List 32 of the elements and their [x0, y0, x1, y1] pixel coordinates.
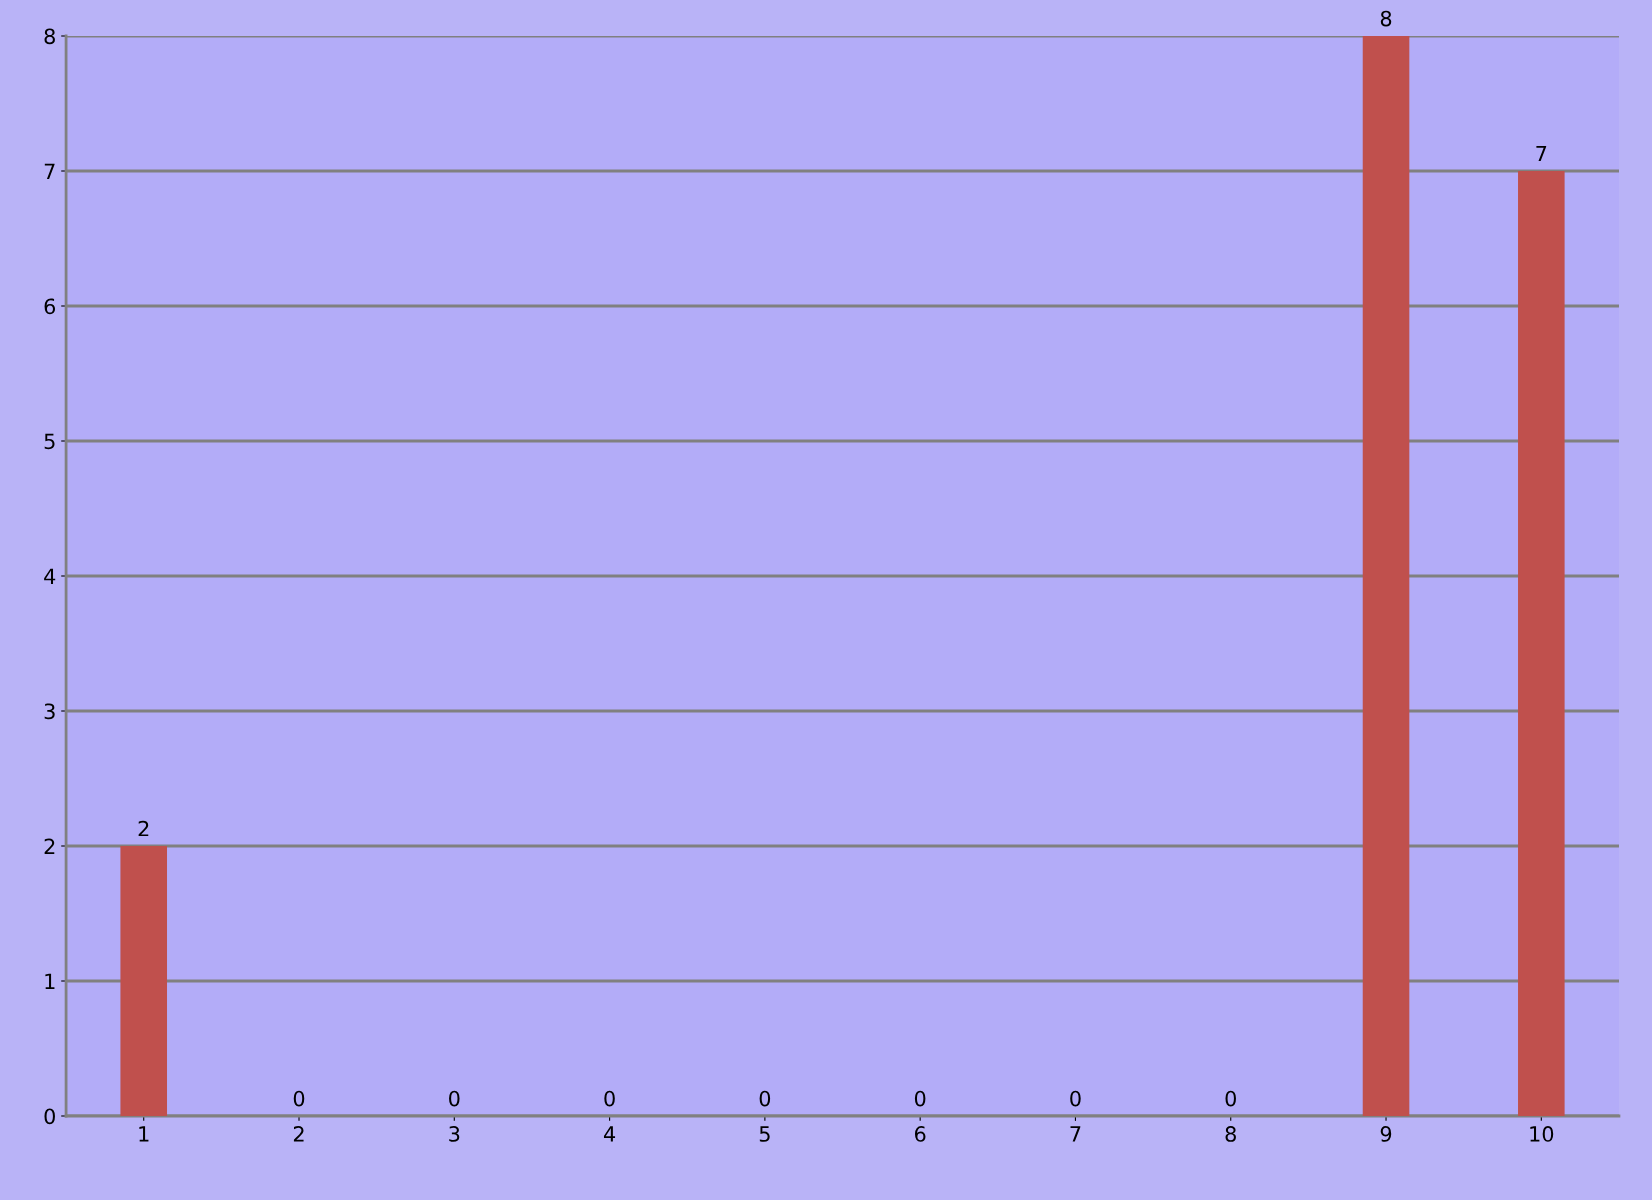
data-label: 7: [1536, 145, 1547, 162]
data-label: 0: [759, 1090, 771, 1107]
data-label: 0: [604, 1090, 615, 1107]
bar: [1362, 36, 1410, 1116]
y-tick-label: 5: [44, 433, 55, 450]
x-tick-label: 5: [759, 1126, 770, 1142]
y-tick-label: 4: [44, 568, 56, 584]
y-tick-label: 1: [45, 973, 55, 989]
y-tick-label: 3: [44, 703, 55, 720]
x-tick-label: 4: [603, 1126, 616, 1142]
data-label: 0: [1225, 1090, 1236, 1107]
bar: [120, 846, 168, 1116]
y-tick-label: 7: [44, 163, 55, 179]
y-tick-label: 2: [44, 838, 55, 854]
x-tick-label: 2: [293, 1126, 304, 1142]
y-tick-label: 6: [44, 298, 56, 315]
x-tick-label: 10: [1530, 1126, 1554, 1142]
data-label: 0: [293, 1090, 305, 1107]
x-tick-label: 7: [1070, 1126, 1081, 1142]
data-label: 0: [1070, 1090, 1081, 1107]
y-tick-label: 8: [44, 28, 55, 45]
data-label: 2: [138, 820, 149, 837]
x-tick-label: 9: [1380, 1126, 1392, 1142]
data-label: 8: [1380, 10, 1392, 27]
y-tick-label: 0: [44, 1108, 55, 1125]
data-label: 0: [914, 1090, 926, 1107]
x-tick-label: 3: [449, 1126, 460, 1142]
x-tick-label: 6: [914, 1126, 926, 1142]
x-tick-label: 8: [1225, 1126, 1236, 1142]
bar: [1518, 171, 1565, 1116]
data-label: 0: [449, 1090, 460, 1107]
x-tick-label: 1: [139, 1126, 149, 1142]
